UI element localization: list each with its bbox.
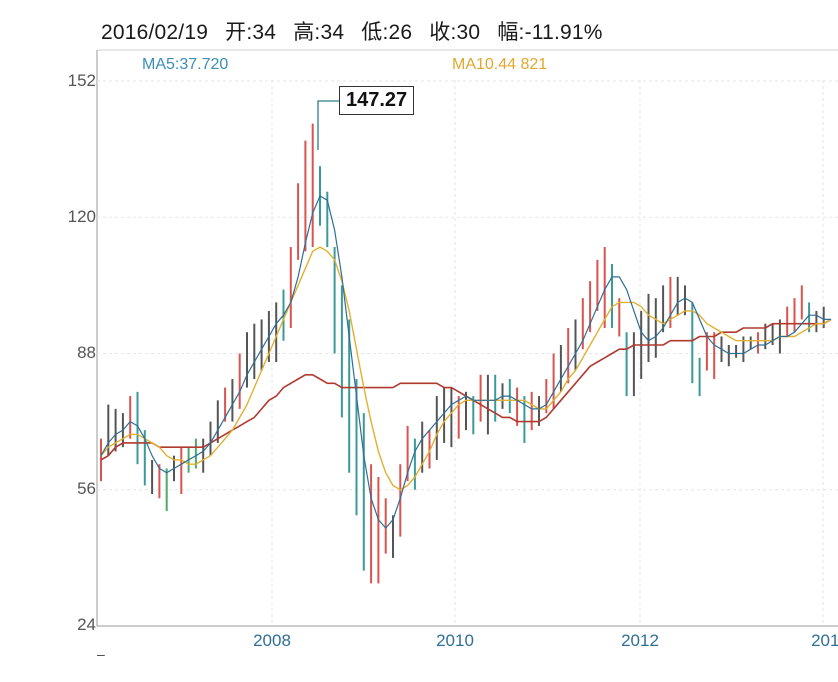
legend-ma5: MA5:37.720	[142, 56, 229, 73]
header-change: 幅:-11.91%	[497, 21, 603, 44]
x-tick-2014: 2014	[811, 631, 838, 650]
header-close: 收:30	[429, 21, 481, 44]
x-tick-2012: 2012	[621, 631, 659, 650]
x-tick-2010: 2010	[436, 631, 474, 650]
header-high: 高:34	[293, 21, 345, 44]
y-tick-88: 88	[77, 343, 96, 362]
x-tick-2008: 2008	[253, 631, 291, 650]
legend-ma10: MA10.44 821	[452, 56, 548, 73]
bottom-mark: –	[97, 646, 105, 662]
y-tick-120: 120	[67, 207, 96, 226]
header-low: 低:26	[361, 21, 413, 44]
ohlc-header: 2016/02/19 开:34 高:34 低:26 收:30 幅:-11.91%	[101, 16, 614, 46]
y-tick-152: 152	[67, 71, 96, 90]
header-open: 开:34	[225, 21, 277, 44]
y-tick-24: 24	[77, 615, 96, 634]
y-tick-56: 56	[77, 479, 96, 498]
peak-annotation: 147.27	[339, 86, 415, 115]
header-date: 2016/02/19	[101, 21, 209, 44]
